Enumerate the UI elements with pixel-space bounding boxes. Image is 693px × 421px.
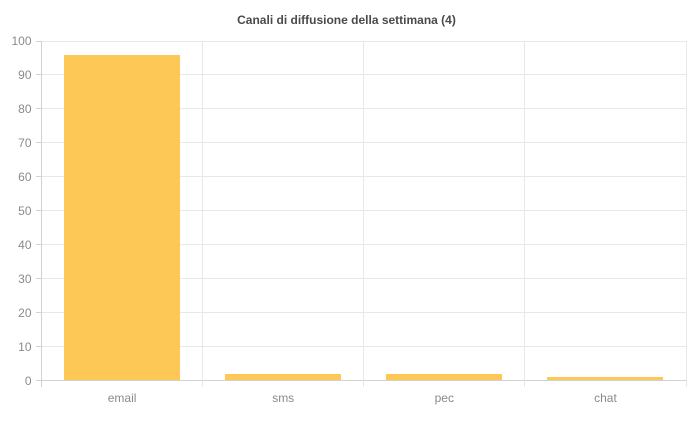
y-axis-tick-10 [35,346,42,348]
y-axis-tick-70 [35,142,42,144]
y-tick-label-20: 20 [18,305,32,320]
y-tick-label-0: 0 [24,373,32,388]
y-axis-tick-0 [35,380,42,381]
x-gridline-2 [363,41,365,387]
y-axis-tick-20 [35,312,42,314]
x-tick-label-email: email [107,390,137,405]
y-axis-tick-60 [35,176,42,178]
y-tick-label-100: 100 [11,34,32,48]
bar-email[interactable] [64,54,181,381]
y-tick-label-70: 70 [18,135,32,150]
y-tick-label-10: 10 [18,339,32,354]
chart-title: Canali di diffusione della settimana (4) [237,13,456,27]
y-tick-label-60: 60 [18,169,32,184]
y-axis-tick-100 [35,40,42,42]
bar-sms[interactable] [225,373,342,381]
y-axis-tick-40 [35,244,42,246]
y-tick-label-50: 50 [18,203,32,218]
y-tick-label-30: 30 [18,271,32,286]
y-axis-tick-80 [35,108,42,110]
y-axis-tick-50 [35,210,42,212]
x-gridline-1 [202,41,204,387]
bar-chat[interactable] [547,377,664,381]
y-axis-tick-30 [35,278,42,280]
x-tick-label-chat: chat [594,390,617,405]
x-gridline-4 [685,41,687,387]
x-tick-label-sms: sms [272,390,295,405]
y-tick-label-80: 80 [18,101,32,116]
y-tick-label-90: 90 [18,67,32,82]
bar-pec[interactable] [386,373,503,381]
y-tick-label-40: 40 [18,237,32,252]
y-axis-line [41,41,42,387]
x-gridline-3 [524,41,526,387]
y-axis-tick-90 [35,74,42,76]
x-tick-label-pec: pec [434,390,454,405]
